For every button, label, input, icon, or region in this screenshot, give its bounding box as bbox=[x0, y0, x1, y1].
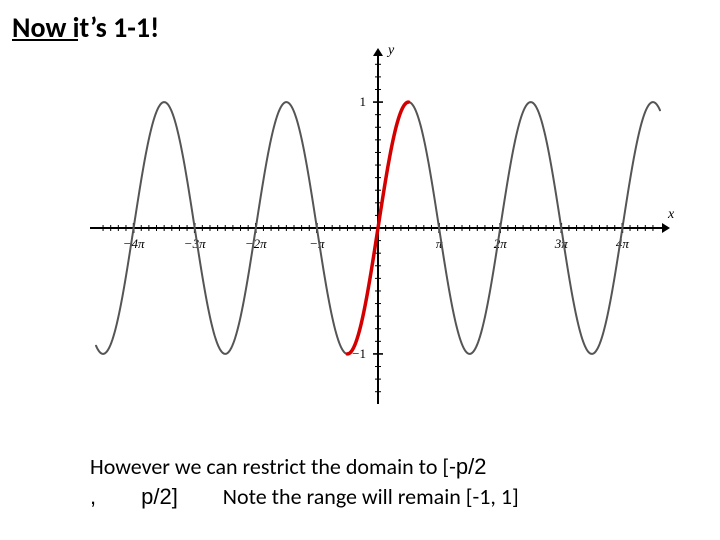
svg-text:−2π: −2π bbox=[245, 236, 267, 251]
svg-text:−4π: −4π bbox=[123, 236, 145, 251]
footer-text: However we can restrict the domain to [-… bbox=[90, 452, 670, 511]
footer-line1a: However we can restrict the domain to [- bbox=[90, 453, 456, 480]
sine-chart: −4π−3π−2π−ππ2π3π4π−11xy bbox=[78, 38, 678, 418]
svg-text:−π: −π bbox=[309, 236, 325, 251]
chart-svg: −4π−3π−2π−ππ2π3π4π−11xy bbox=[78, 38, 678, 418]
footer-sym1: p/2 bbox=[456, 454, 487, 479]
svg-text:x: x bbox=[667, 207, 675, 222]
footer-line2b: , bbox=[90, 484, 96, 509]
svg-text:−3π: −3π bbox=[184, 236, 206, 251]
svg-text:y: y bbox=[386, 43, 395, 58]
footer-line2c: Note the range will remain [-1, 1] bbox=[223, 483, 519, 510]
svg-text:1: 1 bbox=[360, 94, 367, 109]
svg-text:4π: 4π bbox=[616, 236, 630, 251]
footer-sym2: p/2] bbox=[141, 484, 178, 509]
svg-text:3π: 3π bbox=[554, 236, 569, 251]
svg-text:2π: 2π bbox=[494, 236, 508, 251]
